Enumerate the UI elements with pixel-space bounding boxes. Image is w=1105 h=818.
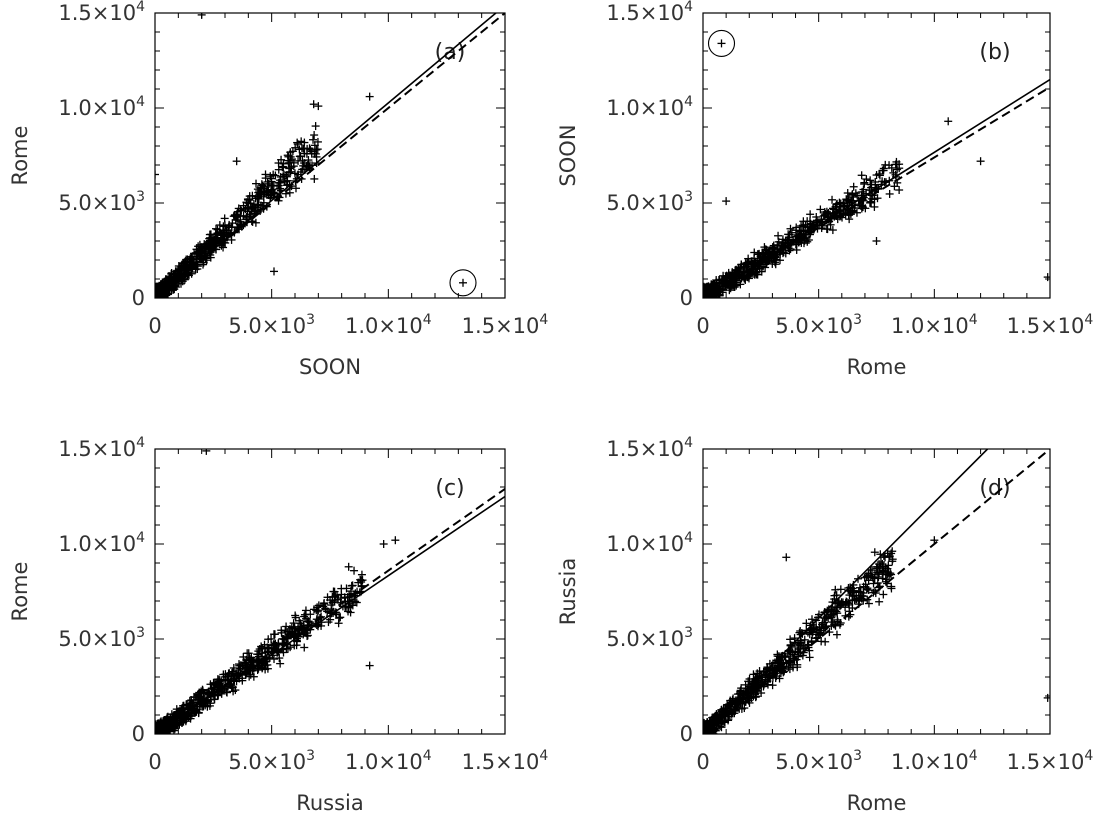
x-axis-title: SOON	[299, 355, 361, 379]
scatter-panel-b: 0 5.0×103 1.0×104 1.5×104 0 5.0×103 1.0×104 1.5…	[556, 0, 1093, 379]
fit-line-solid	[155, 13, 498, 298]
x-tick-label: 1.0×104	[345, 748, 432, 774]
y-tick-label: 0	[132, 286, 145, 310]
data-points	[703, 39, 1050, 298]
x-tick-label: 0	[148, 314, 161, 338]
outlier-circle	[707, 29, 736, 57]
y-axis-title: Rome	[8, 126, 32, 186]
y-tick-label: 1.0×104	[58, 530, 145, 556]
scatter-panel-a: 0 5.0×103 1.0×104 1.5×104 0 5.0×103 1.0×104 1.5…	[8, 0, 548, 379]
x-tick-label: 0	[696, 750, 709, 774]
fit-line-dashed	[155, 488, 505, 734]
y-tick-label: 0	[680, 722, 693, 746]
y-tick-label: 0	[680, 286, 693, 310]
y-tick-label: 5.0×103	[58, 189, 145, 215]
x-tick-label: 1.5×104	[1007, 748, 1094, 774]
panel-label: (d)	[979, 476, 1010, 501]
y-tick-label: 0	[132, 722, 145, 746]
x-axis-title: Rome	[847, 791, 907, 815]
x-tick-label: 1.0×104	[891, 748, 978, 774]
outlier-circle	[449, 269, 477, 297]
y-tick-label: 1.0×104	[606, 94, 693, 120]
x-tick-label: 0	[148, 750, 161, 774]
x-tick-label: 0	[696, 314, 709, 338]
x-tick-label: 1.5×104	[462, 312, 549, 338]
fit-line-dashed	[703, 86, 1050, 298]
y-axis-title: SOON	[556, 124, 580, 186]
x-tick-label: 1.0×104	[891, 312, 978, 338]
y-axis-title: Russia	[556, 558, 580, 626]
x-tick-label: 5.0×103	[228, 312, 315, 338]
x-tick-label: 1.5×104	[462, 748, 549, 774]
y-tick-label: 1.5×104	[58, 435, 145, 461]
x-tick-label: 5.0×103	[228, 748, 315, 774]
y-tick-label: 5.0×103	[606, 189, 693, 215]
x-axis-title: Russia	[296, 791, 364, 815]
y-tick-label: 1.0×104	[606, 530, 693, 556]
panel-label: (b)	[979, 40, 1010, 65]
data-points	[155, 449, 400, 734]
y-tick-label: 1.0×104	[58, 94, 145, 120]
data-points	[155, 13, 467, 298]
fit-line-dashed	[155, 13, 505, 298]
panel-label: (c)	[435, 476, 464, 501]
plot-frame	[154, 12, 506, 299]
plot-frame	[702, 12, 1051, 299]
x-tick-label: 5.0×103	[775, 748, 862, 774]
scatter-panel-d: 0 5.0×103 1.0×104 1.5×104 0 5.0×103 1.0×104 1.5…	[556, 435, 1093, 815]
fit-line-solid	[703, 78, 1050, 298]
data-points	[703, 536, 1050, 734]
plot-frame	[154, 448, 506, 735]
y-tick-label: 1.5×104	[606, 0, 693, 25]
y-tick-label: 5.0×103	[58, 625, 145, 651]
y-tick-label: 1.5×104	[58, 0, 145, 25]
y-axis-title: Rome	[8, 562, 32, 622]
x-axis-title: Rome	[847, 355, 907, 379]
scatter-panel-c: 0 5.0×103 1.0×104 1.5×104 0 5.0×103 1.0×104 1.5…	[8, 435, 548, 815]
x-tick-label: 1.0×104	[345, 312, 432, 338]
fit-line-solid	[155, 495, 505, 734]
plot-frame	[702, 448, 1051, 735]
x-tick-label: 5.0×103	[775, 312, 862, 338]
y-tick-label: 5.0×103	[606, 625, 693, 651]
y-tick-label: 1.5×104	[606, 435, 693, 461]
x-tick-label: 1.5×104	[1007, 312, 1094, 338]
